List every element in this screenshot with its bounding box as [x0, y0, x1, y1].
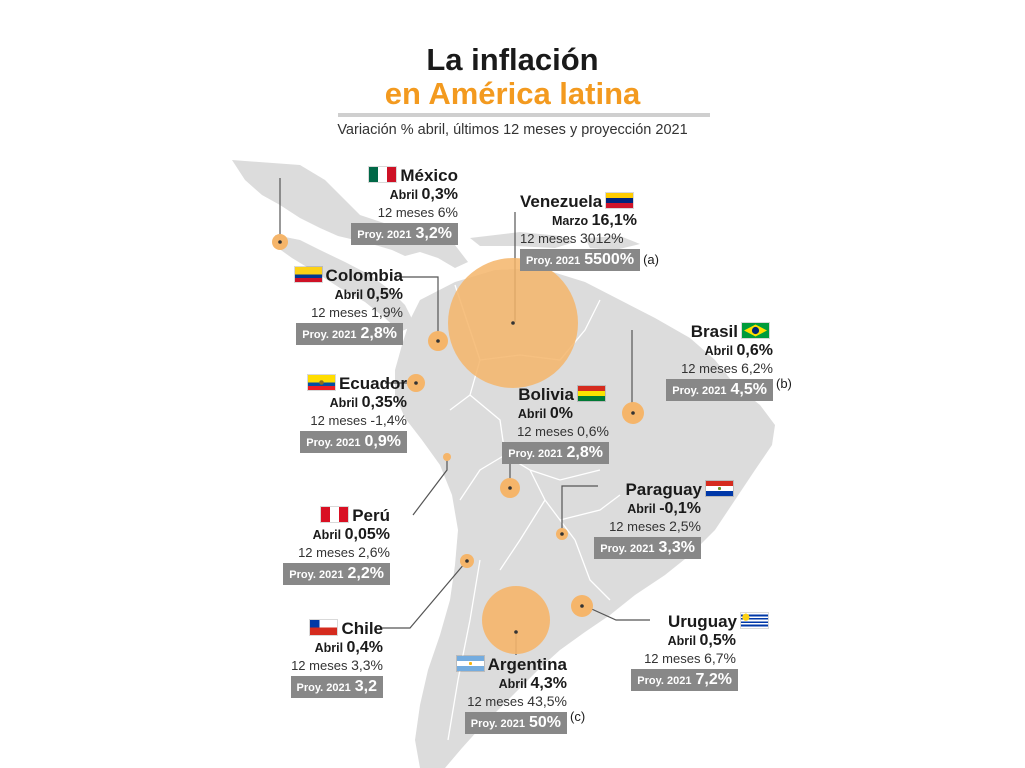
country-card-colombia: Colombia Abril 0,5% 12 meses 1,9% Proy. …	[291, 266, 403, 346]
country-card-uruguay: Uruguay Abril 0,5% 12 meses 6,7% Proy. 2…	[631, 612, 772, 692]
country-card-brasil: Brasil Abril 0,6% 12 meses 6,2% Proy. 20…	[666, 322, 792, 402]
projection-box-ecuador: Proy. 2021 0,9%	[300, 430, 407, 454]
projection-box-bolivia: Proy. 2021 2,8%	[502, 441, 609, 465]
country-card-peru: Perú Abril 0,05% 12 meses 2,6% Proy. 202…	[283, 506, 390, 586]
country-card-ecuador: Ecuador Abril 0,35% 12 meses -1,4% Proy.…	[300, 374, 407, 454]
peru-flag-icon	[321, 507, 349, 523]
projection-box-venezuela: Proy. 2021 5500%	[520, 248, 641, 272]
map-caribbean-islands	[470, 232, 640, 250]
country-card-mexico: México Abril 0,3% 12 meses 6% Proy. 2021…	[351, 166, 458, 246]
ecuador-flag-icon	[307, 375, 335, 391]
bubble-centers	[278, 240, 635, 634]
projection-box-colombia: Proy. 2021 2,8%	[296, 322, 403, 346]
country-card-paraguay: Paraguay Abril -0,1% 12 meses 2,5% Proy.…	[594, 480, 737, 560]
mexico-flag-icon	[369, 167, 397, 183]
page-title-accent: en América latina	[384, 76, 641, 111]
country-card-bolivia: Bolivia Abril 0% 12 meses 0,6% Proy. 202…	[502, 385, 609, 465]
projection-box-chile: Proy. 2021 3,2	[290, 675, 383, 699]
projection-box-paraguay: Proy. 2021 3,3%	[594, 536, 701, 560]
chile-flag-icon	[310, 620, 338, 636]
projection-box-mexico: Proy. 2021 3,2%	[351, 222, 458, 246]
title-divider	[338, 113, 710, 117]
bubble-peru	[443, 453, 451, 461]
projection-box-peru: Proy. 2021 2,2%	[283, 562, 390, 586]
country-card-argentina: Argentina Abril 4,3% 12 meses 43,5% Proy…	[453, 655, 585, 735]
bubble-argentina	[482, 586, 550, 654]
projection-box-brasil: Proy. 2021 4,5%	[666, 378, 773, 402]
projection-box-argentina: Proy. 2021 50%	[464, 711, 567, 735]
country-card-chile: Chile Abril 0,4% 12 meses 3,3% Proy. 202…	[290, 619, 383, 699]
projection-box-uruguay: Proy. 2021 7,2%	[631, 668, 738, 692]
bolivia-flag-icon	[578, 386, 605, 402]
argentina-flag-icon	[456, 656, 484, 672]
colombia-flag-icon	[294, 267, 322, 283]
brasil-flag-icon	[742, 323, 769, 339]
page-subtitle: Variación % abril, últimos 12 meses y pr…	[337, 122, 688, 138]
venezuela-flag-icon	[606, 193, 634, 209]
country-card-venezuela: Venezuela Marzo 16,1% 12 meses 3012% Pro…	[520, 192, 659, 272]
paraguay-flag-icon	[706, 481, 733, 497]
map-central-america	[275, 235, 415, 332]
page-title: La inflación	[426, 42, 599, 77]
uruguay-flag-icon	[741, 613, 768, 629]
